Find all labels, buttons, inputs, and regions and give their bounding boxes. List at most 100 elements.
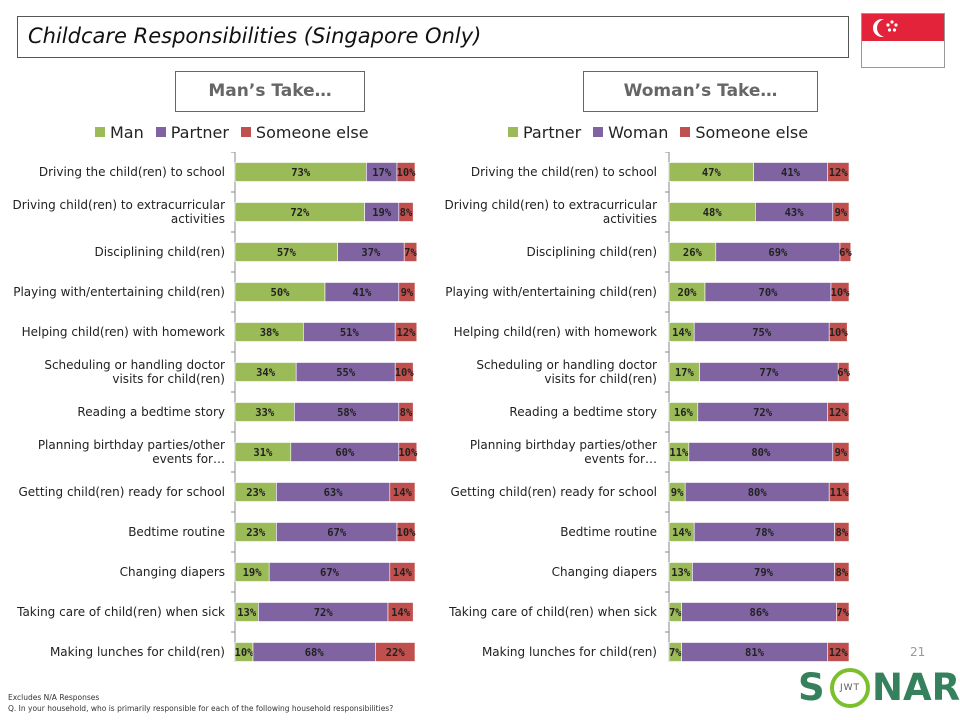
data-label: 10% [831, 287, 851, 299]
legend-swatch-purple [593, 127, 604, 137]
data-label: 13% [671, 567, 691, 579]
data-label: 7% [836, 607, 849, 619]
legend-swatch-red [240, 127, 251, 137]
bar-segment-someone-else [398, 282, 416, 302]
data-label: 9% [835, 207, 848, 219]
singapore-flag-icon [861, 13, 945, 68]
data-label: 14% [393, 487, 413, 499]
legend-swatch-green [508, 127, 518, 137]
data-label: 31% [253, 447, 273, 459]
data-label: 14% [672, 527, 692, 539]
category-label: Driving child(ren) to extracurricular ac… [12, 198, 225, 226]
logo-ring-icon: JWT [830, 668, 870, 708]
bar-segment-someone-else [827, 642, 850, 662]
data-label: 26% [683, 247, 703, 259]
data-label: 80% [751, 447, 771, 459]
bar-segment-someone-else [832, 202, 850, 222]
data-label: 14% [393, 567, 413, 579]
chart-svg: 47% 41% 12% 48% 43% 9% 26% 69% 6% 20% 70% 10% 14% 75%… [665, 152, 852, 662]
data-label: 34% [256, 367, 276, 379]
bar-segment-someone-else [827, 402, 850, 422]
bar-segment-someone-else [834, 562, 850, 582]
data-label: 80% [748, 487, 768, 499]
data-label: 48% [703, 207, 723, 219]
category-label: Scheduling or handling doctor visits for… [44, 358, 225, 386]
data-label: 19% [372, 207, 392, 219]
category-label: Helping child(ren) with homework [453, 325, 657, 339]
data-label: 10% [397, 167, 417, 179]
data-label: 38% [260, 327, 280, 339]
mans-take-chart: 73% 17% 10% 72% 19% 8% 57% 37% 7% 50% 41% 9% 38% 51% 1… [0, 152, 440, 662]
footnote-question: Q. In your household, who is primarily r… [8, 704, 394, 713]
category-label: Reading a bedtime story [77, 405, 225, 419]
page-number: 21 [910, 645, 926, 659]
page-title: Childcare Responsibilities (Singapore On… [28, 24, 482, 48]
data-label: 12% [829, 407, 849, 419]
bar-segment-someone-else [836, 602, 850, 622]
data-label: 33% [255, 407, 275, 419]
data-label: 51% [340, 327, 360, 339]
legend-label: Man [110, 122, 144, 142]
data-label: 6% [837, 367, 850, 379]
footnote-exclusion: Excludes N/A Responses [8, 693, 100, 702]
bar-segment-someone-else [839, 242, 852, 262]
category-label: Driving child(ren) to extracurricular ac… [444, 198, 657, 226]
bar-segment-someone-else [389, 562, 416, 582]
data-label: 6% [839, 247, 852, 259]
bar-segment-someone-else [832, 442, 850, 462]
category-label: Driving the child(ren) to school [38, 165, 225, 179]
legend-label: Someone else [695, 122, 809, 142]
category-label: Bedtime routine [560, 525, 657, 539]
data-label: 8% [400, 207, 413, 219]
womans-take-chart: 47% 41% 12% 48% 43% 9% 26% 69% 6% 20% 70% 10% 14% 75%… [430, 152, 870, 662]
bar-segment-someone-else [827, 162, 850, 182]
bar-segment-someone-else [394, 322, 418, 342]
legend-label: Someone else [255, 122, 369, 142]
category-label: Getting child(ren) ready for school [450, 485, 657, 499]
data-label: 86% [750, 607, 770, 619]
category-label: Planning birthday parties/other events f… [469, 438, 657, 466]
data-label: 10% [395, 367, 415, 379]
data-label: 9% [835, 447, 848, 459]
data-label: 11% [669, 447, 689, 459]
data-label: 23% [246, 527, 266, 539]
data-label: 16% [674, 407, 694, 419]
category-label: Getting child(ren) ready for school [18, 485, 225, 499]
bar-segment-someone-else [394, 362, 414, 382]
logo-letters-nar: NAR [872, 666, 960, 709]
data-label: 12% [397, 327, 417, 339]
chart-svg: 73% 17% 10% 72% 19% 8% 57% 37% 7% 50% 41% 9% 38% 51% 1… [231, 152, 418, 662]
data-label: 41% [781, 167, 801, 179]
sonar-logo: S JWT NAR [798, 664, 960, 712]
category-label: Bedtime routine [128, 525, 225, 539]
category-label: Changing diapers [551, 565, 657, 579]
legend-label: Partner [170, 122, 229, 142]
data-label: 17% [675, 367, 695, 379]
data-label: 22% [386, 647, 406, 659]
data-label: 67% [327, 527, 347, 539]
bar-segment-someone-else [387, 602, 414, 622]
category-label: Scheduling or handling doctor visits for… [476, 358, 657, 386]
data-label: 8% [400, 407, 413, 419]
category-label: Helping child(ren) with homework [21, 325, 225, 339]
logo-letter-s: S [798, 666, 825, 709]
data-label: 79% [754, 567, 774, 579]
category-label: Disciplining child(ren) [526, 245, 657, 259]
data-label: 14% [672, 327, 692, 339]
category-label: Taking care of child(ren) when sick [17, 605, 225, 619]
data-label: 47% [702, 167, 722, 179]
data-label: 77% [759, 367, 779, 379]
data-label: 17% [372, 167, 392, 179]
data-label: 75% [752, 327, 772, 339]
legend-item: Someone else [240, 122, 369, 142]
data-label: 12% [829, 167, 849, 179]
bar-segment-someone-else [396, 522, 416, 542]
bar-segment-someone-else [828, 322, 848, 342]
bar-segment-someone-else [398, 442, 418, 462]
bar-segment-someone-else [830, 282, 850, 302]
bar-segment-someone-else [396, 162, 416, 182]
title-box: Childcare Responsibilities (Singapore On… [17, 16, 849, 58]
data-label: 63% [324, 487, 344, 499]
data-label: 10% [829, 327, 849, 339]
category-label: Playing with/entertaining child(ren) [13, 285, 225, 299]
